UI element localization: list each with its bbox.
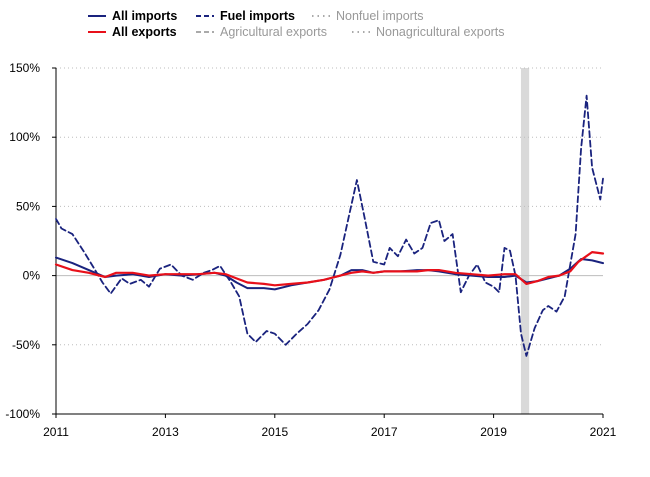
legend-label: Fuel imports	[220, 9, 295, 23]
x-tick-label: 2015	[261, 425, 288, 439]
legend-label: All imports	[112, 9, 177, 23]
x-tick-label: 2013	[152, 425, 179, 439]
x-tick-label: 2019	[480, 425, 507, 439]
legend: All imports Fuel imports Nonfuel imports…	[88, 9, 505, 39]
legend-item-all-exports: All exports	[88, 25, 177, 39]
legend-item-nonfuel-imports: Nonfuel imports	[312, 9, 424, 23]
shaded-region	[520, 68, 530, 414]
y-tick-label: 100%	[9, 130, 40, 144]
legend-item-agricultural-exports: Agricultural exports	[196, 25, 327, 39]
y-tick-label: 0%	[23, 269, 41, 283]
y-tick-label: 150%	[9, 61, 40, 75]
legend-label: Nonfuel imports	[336, 9, 424, 23]
y-tick-label: -50%	[12, 338, 40, 352]
legend-label: All exports	[112, 25, 177, 39]
y-tick-label: 50%	[16, 199, 40, 213]
series-all-exports	[54, 251, 605, 287]
legend-label: Nonagricultural exports	[376, 25, 505, 39]
x-tick-label: 2011	[43, 425, 69, 439]
x-tick-label: 2017	[371, 425, 398, 439]
y-tick-label: -100%	[5, 407, 40, 421]
legend-item-fuel-imports: Fuel imports	[196, 9, 295, 23]
x-tick-label: 2021	[590, 425, 617, 439]
series-fuel-imports	[55, 94, 604, 357]
plot-area: -100% -50% 0% 50% 100% 150% 2011 2013 2015 2017 20…	[5, 61, 616, 439]
legend-item-nonagricultural-exports: Nonagricultural exports	[352, 25, 505, 39]
legend-item-all-imports: All imports	[88, 9, 177, 23]
legend-label: Agricultural exports	[220, 25, 327, 39]
